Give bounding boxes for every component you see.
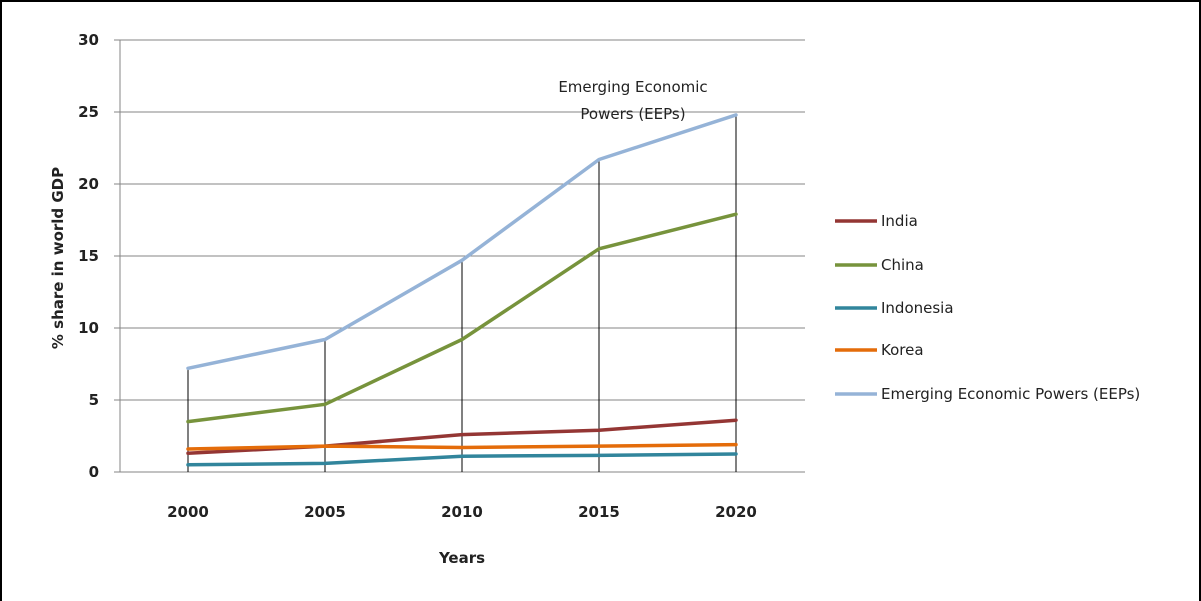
x-axis-ticks: 2000 2005 2010 2015 2020 [167, 503, 757, 521]
series-line-korea [186, 442, 738, 451]
x-tick-label: 2010 [441, 503, 483, 521]
legend-label-indonesia: Indonesia [881, 299, 954, 317]
series-lines [186, 113, 738, 467]
legend-label-china: China [881, 256, 924, 274]
x-tick-label: 2015 [578, 503, 620, 521]
y-tick-label: 15 [78, 247, 99, 265]
y-axis-title: % share in world GDP [49, 167, 67, 349]
y-tick-label: 5 [89, 391, 99, 409]
y-axis-ticks: 0 5 10 15 20 25 30 [78, 31, 120, 481]
annotation-line-1: Emerging Economic [558, 78, 707, 96]
series-line-china [186, 212, 738, 424]
series-line-emerging-economic-powers-eeps- [186, 113, 738, 371]
legend-label-emerging-economic-powers-eeps-: Emerging Economic Powers (EEPs) [881, 385, 1140, 403]
y-tick-label: 10 [78, 319, 99, 337]
x-tick-label: 2005 [304, 503, 346, 521]
legend-label-korea: Korea [881, 341, 924, 359]
annotation-line-2: Powers (EEPs) [580, 105, 685, 123]
y-tick-label: 20 [78, 175, 99, 193]
legend-label-india: India [881, 212, 918, 230]
x-tick-label: 2020 [715, 503, 757, 521]
y-tick-label: 25 [78, 103, 99, 121]
drop-lines [187, 114, 737, 472]
y-tick-label: 0 [89, 463, 99, 481]
x-tick-label: 2000 [167, 503, 209, 521]
series-line-indonesia [186, 452, 738, 467]
y-tick-label: 30 [78, 31, 99, 49]
legend: India China Indonesia Korea Emerging Economi… [835, 212, 1140, 403]
x-axis-title: Years [438, 549, 485, 567]
